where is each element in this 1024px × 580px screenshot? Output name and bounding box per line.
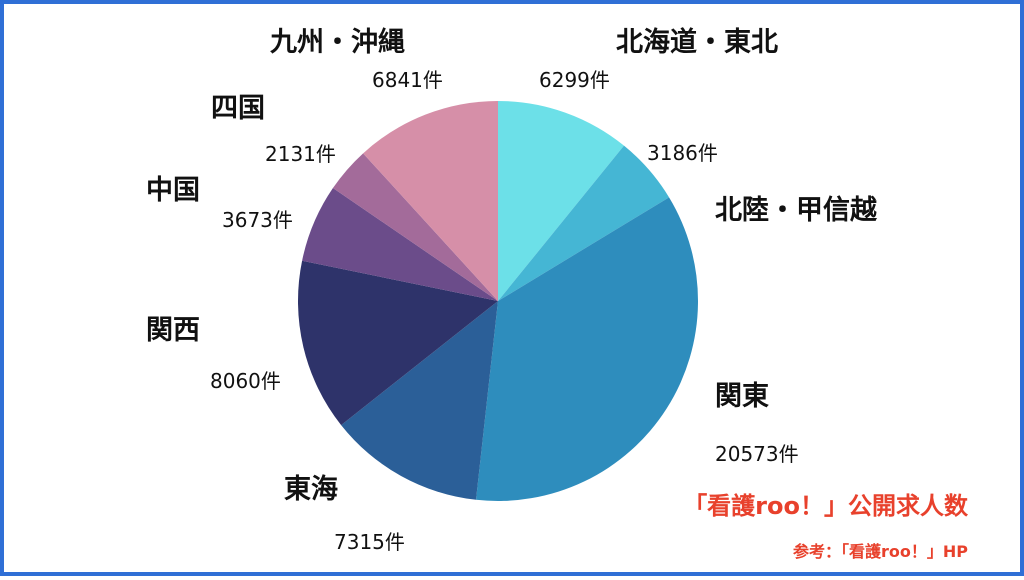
pie-slice-tokai	[341, 301, 498, 500]
count-label-kyushu-okinawa: 6841件	[372, 68, 443, 92]
count-label-shikoku: 2131件	[265, 142, 336, 166]
region-label-shikoku: 四国	[211, 93, 265, 124]
region-label-kanto: 関東	[715, 381, 769, 412]
pie-chart: 北海道・東北 6299件 北陸・甲信越 3186件 関東 20573件 東海 7…	[146, 26, 878, 554]
count-label-hokuriku-koshinetsu: 3186件	[647, 141, 718, 165]
pie-slice-kansai	[298, 260, 498, 426]
region-label-hokkaido-tohoku: 北海道・東北	[616, 26, 778, 58]
pie-labels: 北海道・東北 6299件 北陸・甲信越 3186件 関東 20573件 東海 7…	[146, 26, 878, 554]
pie-slice-chugoku	[302, 188, 498, 301]
count-label-chugoku: 3673件	[222, 208, 293, 232]
pie-slices	[298, 101, 698, 501]
pie-slice-kyushu-okinawa	[363, 101, 498, 301]
count-label-kansai: 8060件	[210, 369, 281, 393]
region-label-kyushu-okinawa: 九州・沖縄	[270, 27, 405, 58]
count-label-hokkaido-tohoku: 6299件	[539, 68, 610, 92]
pie-slice-kanto	[475, 197, 698, 501]
chart-title: 「看護roo！」公開求人数	[683, 492, 968, 520]
region-label-hokuriku-koshinetsu: 北陸・甲信越	[715, 195, 878, 226]
region-label-chugoku: 中国	[146, 175, 200, 206]
region-label-kansai: 関西	[146, 315, 200, 346]
count-label-tokai: 7315件	[334, 530, 405, 554]
region-label-tokai: 東海	[284, 474, 338, 505]
pie-slice-hokkaido-tohoku	[498, 101, 624, 301]
count-label-kanto: 20573件	[715, 442, 799, 466]
source-note: 参考：「看護roo！」HP	[793, 542, 968, 561]
pie-slice-shikoku	[332, 153, 498, 301]
pie-slice-hokuriku-koshinetsu	[498, 145, 670, 301]
